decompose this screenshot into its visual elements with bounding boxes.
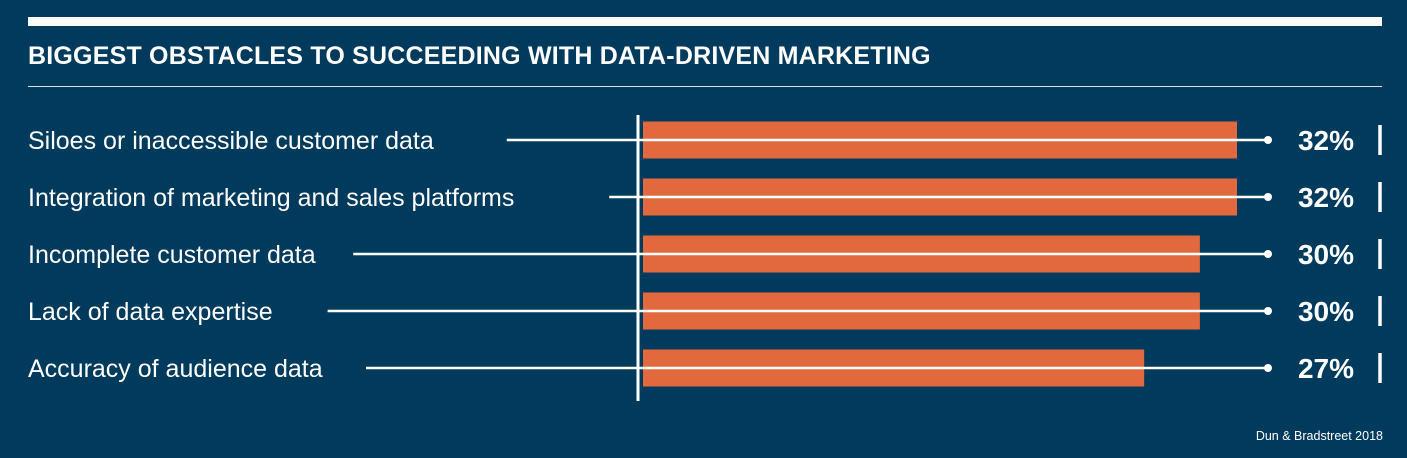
value-label: 32%: [1298, 125, 1354, 156]
category-label: Siloes or inaccessible customer data: [28, 127, 434, 155]
leader-dot: [1264, 250, 1272, 258]
leader-dot: [1264, 136, 1272, 144]
value-label: 30%: [1298, 239, 1354, 270]
source-credit: Dun & Bradstreet 2018: [1255, 429, 1383, 443]
leader-dot: [1264, 193, 1272, 201]
value-label: 30%: [1298, 296, 1354, 327]
top-accent-bar: [28, 17, 1382, 26]
value-label: 32%: [1298, 182, 1354, 213]
leader-dot: [1264, 307, 1272, 315]
category-label: Incomplete customer data: [28, 241, 316, 269]
leader-dot: [1264, 364, 1272, 372]
chart-title: BIGGEST OBSTACLES TO SUCCEEDING WITH DAT…: [28, 42, 931, 70]
category-label: Lack of data expertise: [28, 298, 273, 326]
category-label: Accuracy of audience data: [28, 355, 323, 383]
category-label: Integration of marketing and sales platf…: [28, 184, 514, 212]
value-label: 27%: [1298, 353, 1354, 384]
title-divider: [28, 86, 1382, 87]
